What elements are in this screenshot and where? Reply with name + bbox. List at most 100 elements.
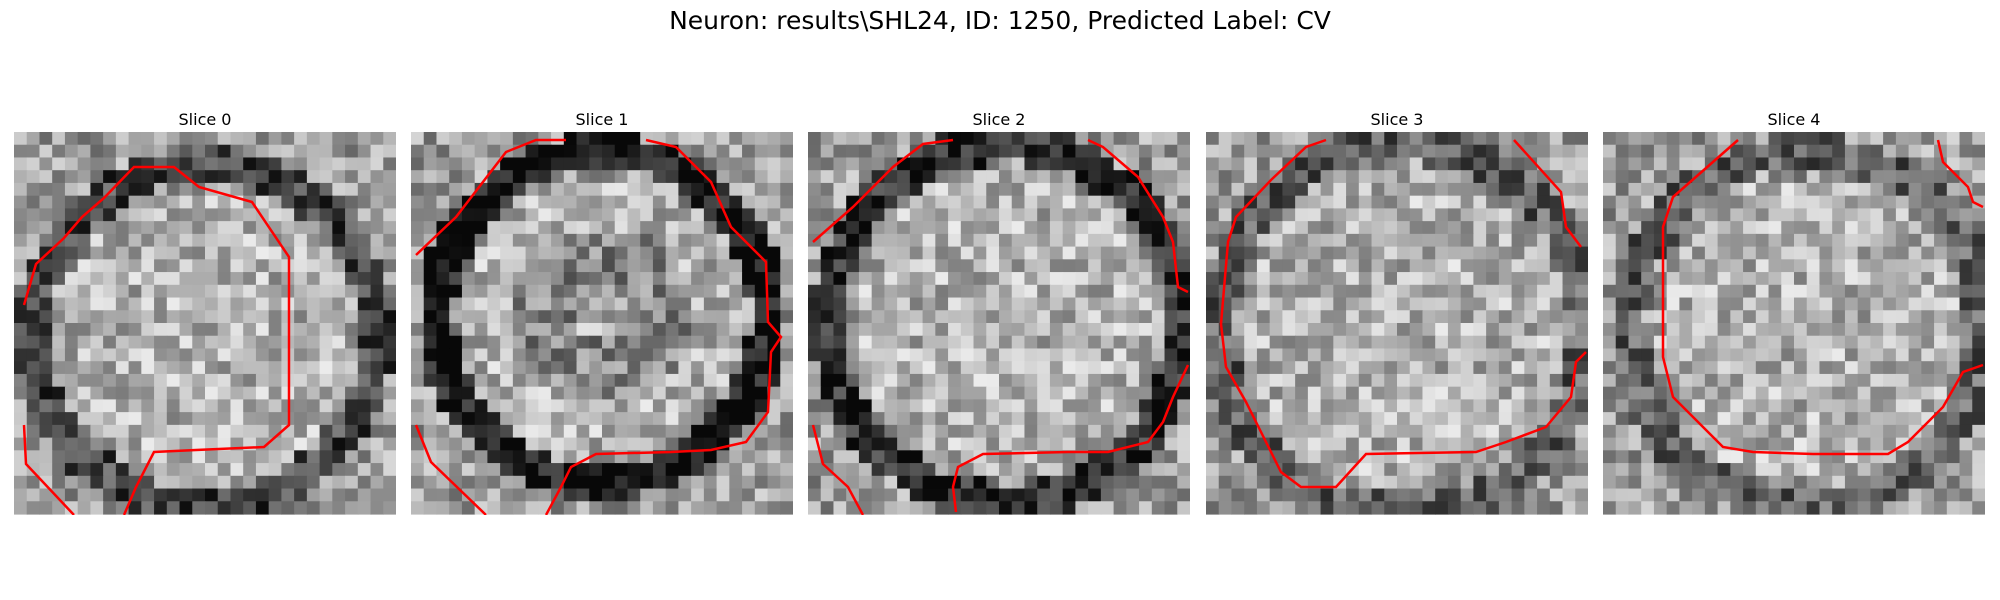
image-pixel (1575, 336, 1588, 349)
image-pixel (678, 247, 691, 260)
image-pixel (1524, 170, 1537, 183)
image-pixel (1050, 425, 1063, 438)
image-pixel (1909, 348, 1922, 361)
image-pixel (345, 348, 358, 361)
image-pixel (192, 285, 205, 298)
image-pixel (1461, 272, 1474, 285)
image-pixel (615, 412, 628, 425)
image-pixel (589, 196, 602, 209)
image-pixel (1152, 145, 1165, 158)
image-pixel (269, 259, 282, 272)
image-pixel (1308, 348, 1321, 361)
image-pixel (52, 145, 65, 158)
image-pixel (1206, 285, 1219, 298)
image-pixel (640, 196, 653, 209)
image-pixel (1114, 259, 1127, 272)
image-pixel (167, 234, 180, 247)
image-pixel (602, 399, 615, 412)
image-pixel (332, 336, 345, 349)
image-pixel (833, 145, 846, 158)
image-pixel (1730, 463, 1743, 476)
image-pixel (1486, 170, 1499, 183)
image-pixel (615, 476, 628, 489)
image-pixel (1512, 208, 1525, 221)
image-pixel (1667, 145, 1680, 158)
image-pixel (780, 221, 793, 234)
image-pixel (1616, 132, 1629, 145)
image-pixel (1206, 132, 1219, 145)
image-pixel (141, 425, 154, 438)
image-pixel (768, 183, 781, 196)
image-pixel (1896, 310, 1909, 323)
image-pixel (256, 336, 269, 349)
slice-panel-0: Slice 0 (14, 108, 396, 515)
image-pixel (1050, 476, 1063, 489)
image-pixel (1692, 374, 1705, 387)
image-pixel (1896, 450, 1909, 463)
image-pixel (821, 425, 834, 438)
image-pixel (627, 412, 640, 425)
image-pixel (1101, 272, 1114, 285)
image-pixel (14, 234, 27, 247)
image-pixel (704, 336, 717, 349)
image-pixel (821, 132, 834, 145)
image-pixel (141, 272, 154, 285)
image-pixel (424, 348, 437, 361)
image-pixel (1575, 208, 1588, 221)
image-pixel (1333, 183, 1346, 196)
image-pixel (1359, 425, 1372, 438)
image-pixel (1114, 387, 1127, 400)
image-pixel (1152, 285, 1165, 298)
image-pixel (1063, 501, 1076, 514)
image-pixel (986, 450, 999, 463)
image-pixel (859, 489, 872, 502)
image-pixel (1206, 361, 1219, 374)
image-pixel (1270, 425, 1283, 438)
image-pixel (1819, 170, 1832, 183)
image-pixel (653, 272, 666, 285)
image-pixel (154, 157, 167, 170)
image-pixel (1743, 387, 1756, 400)
image-pixel (1537, 183, 1550, 196)
image-pixel (487, 489, 500, 502)
image-pixel (1705, 387, 1718, 400)
image-pixel (1616, 221, 1629, 234)
image-pixel (1257, 196, 1270, 209)
image-pixel (821, 387, 834, 400)
image-pixel (1075, 387, 1088, 400)
image-pixel (39, 348, 52, 361)
image-pixel (141, 336, 154, 349)
image-pixel (1947, 336, 1960, 349)
image-pixel (1756, 145, 1769, 158)
image-pixel (1177, 501, 1190, 514)
image-pixel (615, 132, 628, 145)
image-pixel (1063, 374, 1076, 387)
image-pixel (1473, 361, 1486, 374)
image-pixel (243, 285, 256, 298)
image-pixel (691, 412, 704, 425)
image-pixel (589, 157, 602, 170)
image-pixel (256, 272, 269, 285)
image-pixel (1448, 259, 1461, 272)
image-pixel (1603, 285, 1616, 298)
image-pixel (1410, 234, 1423, 247)
image-pixel (1794, 323, 1807, 336)
image-pixel (1165, 348, 1178, 361)
image-pixel (411, 412, 424, 425)
image-pixel (1206, 501, 1219, 514)
image-pixel (986, 476, 999, 489)
image-pixel (1563, 157, 1576, 170)
image-pixel (768, 234, 781, 247)
image-pixel (1858, 157, 1871, 170)
slice-panel-3: Slice 3 (1206, 108, 1588, 515)
image-pixel (1448, 348, 1461, 361)
image-pixel (1372, 336, 1385, 349)
image-pixel (1231, 298, 1244, 311)
image-pixel (1088, 259, 1101, 272)
image-pixel (768, 450, 781, 463)
image-pixel (1219, 387, 1232, 400)
image-pixel (1718, 348, 1731, 361)
image-pixel (961, 157, 974, 170)
image-pixel (103, 387, 116, 400)
image-pixel (230, 361, 243, 374)
